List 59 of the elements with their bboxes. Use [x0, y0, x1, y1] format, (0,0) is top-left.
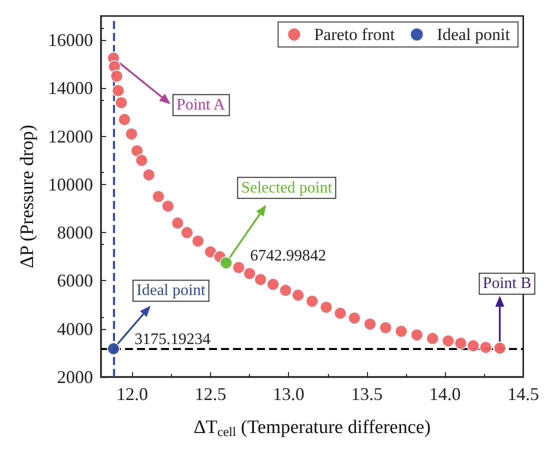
y-tick-label: 8000	[57, 222, 93, 243]
y-axis-title: ΔP (Pressure drop)	[17, 124, 38, 268]
point	[220, 256, 233, 270]
y-tick-label: 6000	[57, 270, 93, 291]
point	[306, 294, 319, 308]
point	[410, 328, 424, 342]
point	[142, 168, 156, 182]
y-tick-label: 4000	[57, 318, 93, 339]
point	[180, 226, 194, 240]
x-tick-label: 12.5	[194, 384, 226, 404]
point	[204, 245, 217, 258]
point	[379, 321, 392, 334]
point	[152, 190, 165, 203]
point	[107, 342, 120, 356]
point	[130, 144, 144, 158]
point	[426, 332, 440, 345]
annotation: Selected point	[241, 179, 333, 196]
point	[243, 267, 256, 280]
point	[135, 154, 148, 167]
y-tick-label: 10000	[48, 174, 93, 194]
x-tick-label: 13.0	[272, 384, 304, 404]
point	[114, 96, 128, 110]
point	[161, 200, 174, 213]
x-tick-label: 14.0	[429, 384, 461, 404]
annotation: Point A	[176, 96, 226, 114]
y-tick-label: 16000	[48, 30, 93, 50]
point	[254, 273, 268, 286]
annotation: 6742.99842	[250, 247, 326, 264]
point	[292, 288, 305, 302]
point	[125, 127, 138, 140]
annotation: Ideal point	[136, 282, 206, 300]
point	[334, 306, 347, 320]
annotation: 3175.19234	[134, 331, 211, 348]
x-tick-label: 13.5	[351, 384, 383, 404]
legend-label: Pareto front	[314, 25, 396, 44]
point	[266, 278, 280, 291]
point	[171, 216, 184, 230]
legend-label: Ideal ponit	[436, 25, 510, 44]
point	[320, 300, 333, 314]
point	[348, 312, 361, 325]
y-tick-label: 2000	[57, 367, 93, 387]
x-tick-label: 14.5	[508, 384, 539, 404]
point	[232, 261, 246, 274]
point	[466, 339, 480, 352]
point	[112, 84, 125, 98]
point	[493, 342, 506, 355]
point	[279, 284, 292, 297]
point	[191, 234, 204, 248]
x-tick-label: 12.0	[116, 384, 148, 404]
annotation: Point B	[482, 275, 532, 292]
point	[394, 324, 408, 338]
y-tick-label: 12000	[48, 126, 93, 146]
point	[454, 336, 468, 350]
point	[442, 334, 455, 348]
point	[118, 112, 131, 126]
y-tick-label: 14000	[48, 78, 93, 98]
point	[364, 318, 376, 331]
point	[479, 340, 492, 354]
point	[110, 70, 124, 83]
